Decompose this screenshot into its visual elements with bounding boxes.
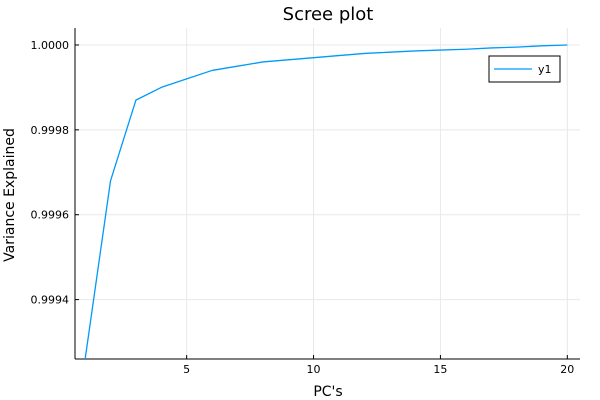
x-tick-label: 15: [433, 363, 447, 376]
series-line-y1: [84, 44, 568, 360]
x-tick-label: 10: [307, 363, 321, 376]
y-tick-label: 0.9994: [31, 294, 70, 307]
axes-layer: [74, 28, 580, 360]
y-tick-label: 0.9998: [31, 124, 70, 137]
legend-label: y1: [538, 63, 552, 76]
y-tick-label: 0.9996: [31, 209, 70, 222]
x-tick-label: 20: [560, 363, 574, 376]
chart-title: Scree plot: [283, 4, 374, 25]
grid-layer: [75, 28, 580, 359]
ticks-layer: 5 10 15 20 0.9994 0.9996 0.9998 1.0000: [31, 39, 575, 376]
series-layer: [84, 44, 568, 360]
legend: y1: [488, 55, 561, 83]
y-axis-label: Variance Explained: [2, 128, 18, 262]
y-tick-label: 1.0000: [31, 39, 70, 52]
x-tick-label: 5: [183, 363, 190, 376]
x-axis-label: PC's: [313, 384, 342, 400]
